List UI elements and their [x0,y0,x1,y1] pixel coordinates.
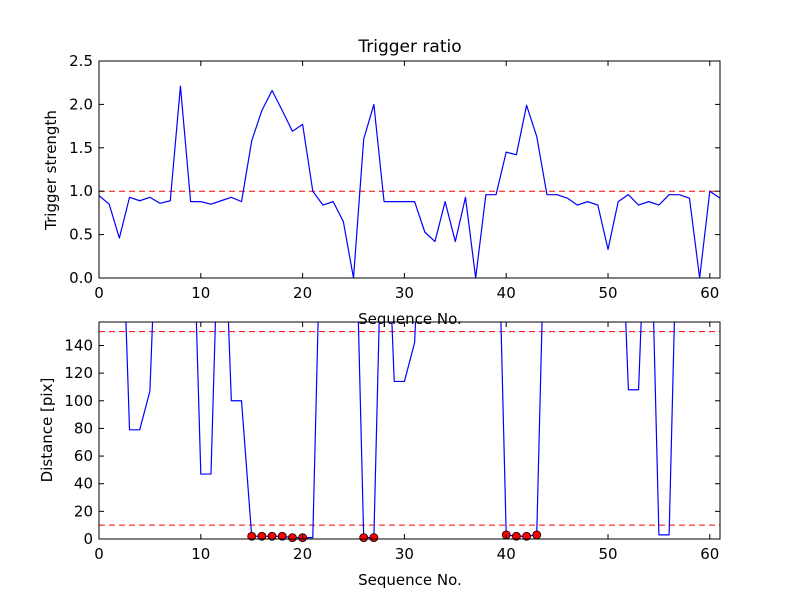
top-y-tick-label: 0.0 [69,269,93,287]
bottom-series-line [125,322,675,539]
bottom-marker-point [522,531,531,541]
top-y-tick-label: 1.5 [69,139,93,157]
top-x-tick-label: 30 [395,284,414,302]
bottom-x-tick-label: 60 [700,545,719,563]
top-chart-title: Trigger ratio [357,37,461,57]
top-x-tick-label: 10 [191,284,210,302]
top-y-tick-label: 0.5 [69,226,93,244]
bottom-y-tick-label: 120 [64,364,93,382]
bottom-x-tick-label: 50 [598,545,617,563]
bottom-marker-point [532,530,542,540]
bottom-threshold-lines [99,331,720,526]
top-subplot: Trigger ratio 0 10 20 30 40 50 60 0.0 0.5 1.0 1.5… [42,37,721,328]
bottom-marker-point [277,531,287,541]
top-y-ticks: 0.0 0.5 1.0 1.5 2.0 2.5 [69,52,720,287]
bottom-marker-point [267,531,277,541]
top-x-tick-label: 40 [497,284,516,302]
bottom-marker-point [247,531,257,541]
top-series-lines [99,85,720,278]
top-y-tick-label: 2.0 [69,95,93,113]
top-x-tick-label: 60 [700,284,719,302]
top-x-tick-label: 0 [94,284,104,302]
bottom-marker-point [288,533,297,543]
bottom-marker-point [257,531,267,541]
bottom-y-axis-label: Distance [pix] [38,378,56,483]
bottom-y-tick-label: 20 [74,502,93,520]
top-y-tick-label: 2.5 [69,52,93,70]
bottom-marker-point [369,533,379,543]
bottom-y-tick-label: 140 [64,336,93,354]
top-x-tick-label: 20 [293,284,312,302]
top-y-axis-label: Trigger strength [42,110,60,231]
bottom-x-tick-label: 30 [395,545,414,563]
top-x-axis-label: Sequence No. [358,310,462,328]
bottom-subplot: 0 10 20 30 40 50 60 0 20 40 60 80 100 120 140 Sequenc… [38,321,721,589]
bottom-x-tick-label: 20 [293,545,312,563]
bottom-marker-point [511,531,521,541]
bottom-x-ticks: 0 10 20 30 40 50 60 [94,322,719,563]
bottom-y-tick-label: 60 [74,447,93,465]
top-series-line [99,85,720,278]
bottom-y-tick-label: 80 [74,419,93,437]
bottom-x-axis-label: Sequence No. [358,571,462,589]
bottom-y-tick-label: 40 [74,475,93,493]
bottom-y-tick-label: 100 [64,392,93,410]
bottom-series-lines [125,322,675,539]
top-x-tick-label: 50 [598,284,617,302]
bottom-x-tick-label: 10 [191,545,210,563]
bottom-y-ticks: 0 20 40 60 80 100 120 140 [64,336,720,548]
top-plot-frame [98,60,721,279]
bottom-marker-point [359,533,369,543]
bottom-x-tick-label: 0 [94,545,104,563]
top-x-ticks: 0 10 20 30 40 50 60 [94,61,719,302]
bottom-x-tick-label: 40 [497,545,516,563]
bottom-y-tick-label: 0 [83,530,93,548]
bottom-plot-frame [98,321,721,540]
top-y-tick-label: 1.0 [69,182,93,200]
